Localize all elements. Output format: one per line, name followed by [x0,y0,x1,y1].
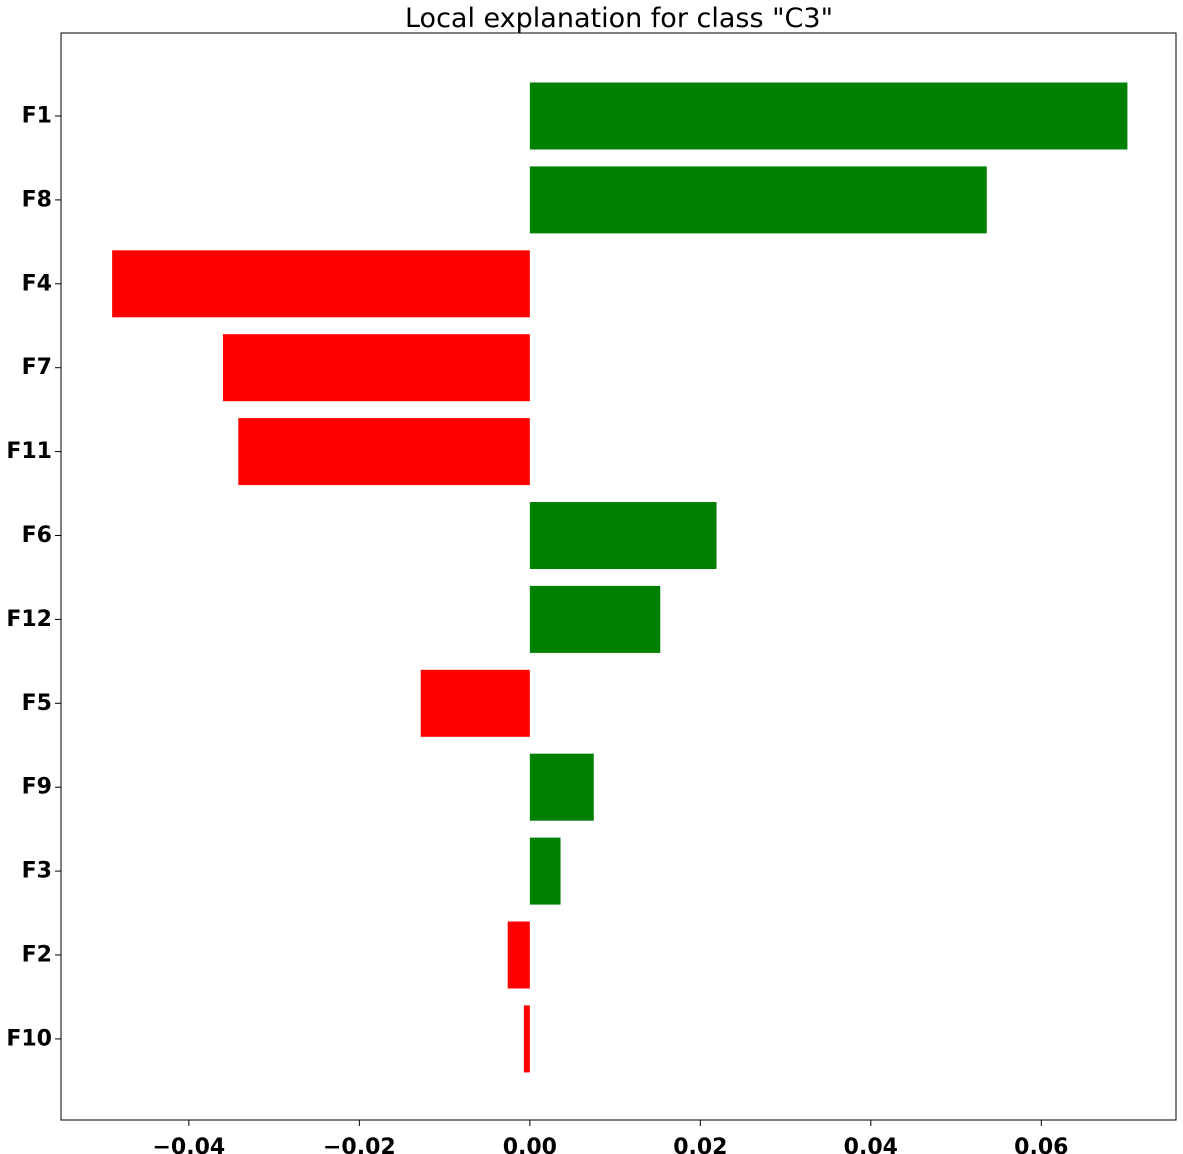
y-tick-label: F12 [6,607,52,632]
y-axis-ticks: F1 F8 F4 F7 F11 F6 F12 F5 F9 F3 F2 F10 [6,104,61,1051]
y-tick-label: F3 [22,859,52,884]
y-tick-label: F10 [6,1026,52,1051]
y-tick-label: F1 [22,104,52,129]
y-tick-label: F11 [6,439,52,464]
bar-f1 [529,82,1128,150]
y-tick-label: F7 [22,355,52,380]
bar-f12 [529,585,661,653]
x-tick-label: 0.02 [673,1135,727,1154]
x-tick-label: −0.04 [153,1135,226,1154]
y-tick-label: F2 [22,943,52,968]
y-tick-label: F8 [22,187,52,212]
x-tick-label: 0.06 [1014,1135,1068,1154]
bar-f8 [529,166,987,234]
bars-layer [112,82,1128,1073]
chart-title: Local explanation for class "C3" [405,3,833,34]
bar-f6 [529,502,717,569]
y-tick-label: F9 [22,775,52,800]
bar-f9 [529,753,594,821]
bar-f5 [420,669,530,737]
x-tick-label: 0.04 [844,1135,898,1154]
y-tick-label: F5 [22,691,52,716]
y-tick-label: F6 [22,523,52,548]
bar-f2 [507,921,530,989]
x-tick-label: 0.00 [503,1135,557,1154]
bar-f11 [238,418,530,486]
bar-f7 [222,334,530,402]
x-axis-ticks: −0.04 −0.02 0.00 0.02 0.04 0.06 [153,1120,1068,1154]
plot-area-frame [60,32,1177,1121]
bar-f4 [112,250,530,318]
bar-f3 [529,837,561,905]
bar-f10 [523,1005,530,1073]
y-tick-label: F4 [22,271,52,296]
x-tick-label: −0.02 [323,1135,396,1154]
